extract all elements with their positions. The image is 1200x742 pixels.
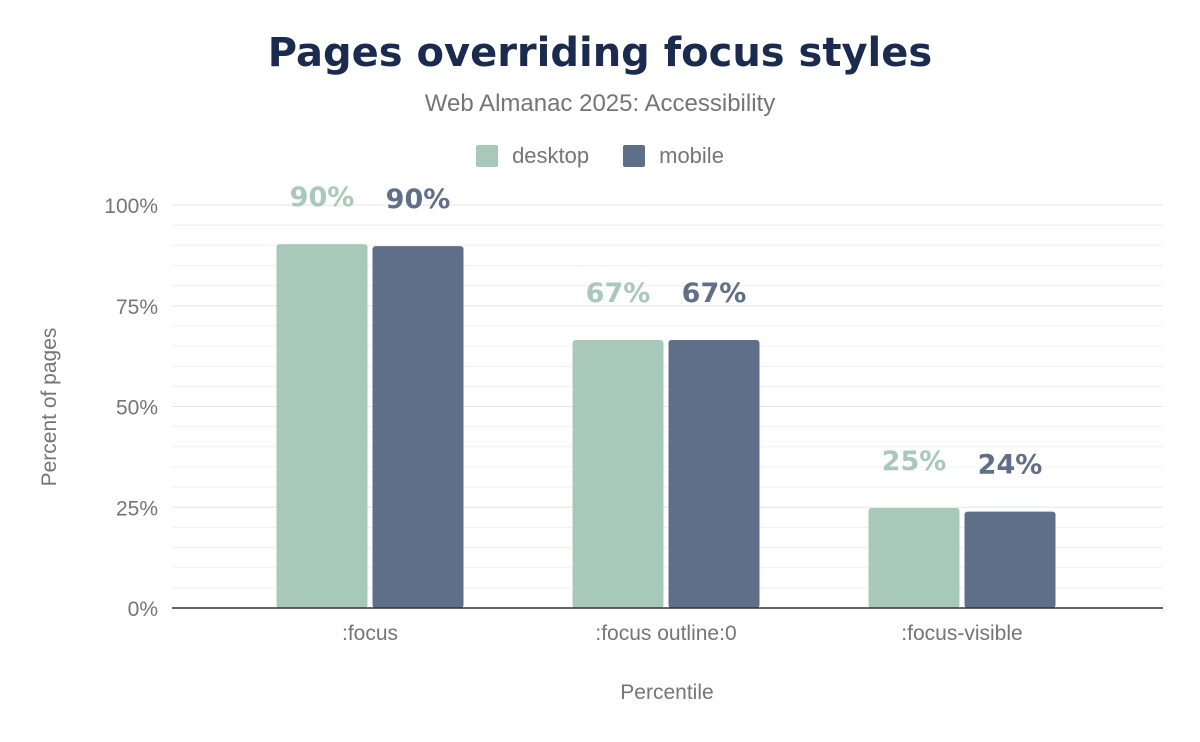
y-tick-label: 100% [104, 195, 158, 218]
y-tick-label: 50% [116, 397, 158, 420]
y-tick-label: 75% [116, 296, 158, 319]
x-axis-label: Percentile [620, 681, 713, 704]
legend-swatch-mobile [623, 145, 646, 167]
data-label-mobile: 67% [682, 278, 747, 309]
chart-subtitle: Web Almanac 2025: Accessibility [424, 90, 776, 117]
bar-desktop [572, 340, 664, 608]
legend-item-desktop[interactable]: desktop [476, 143, 589, 169]
y-tick-label: 25% [116, 497, 158, 520]
data-label-mobile: 90% [386, 184, 451, 215]
legend: desktop mobile [0, 143, 1200, 169]
legend-swatch-desktop [476, 145, 499, 167]
data-label-mobile: 24% [978, 450, 1043, 481]
bar-mobile [372, 246, 464, 608]
legend-label-desktop: desktop [512, 143, 590, 168]
x-tick-label: :focus [342, 622, 398, 645]
data-label-desktop: 25% [882, 446, 947, 477]
bar-mobile [668, 340, 760, 608]
data-label-desktop: 67% [586, 278, 651, 309]
legend-item-mobile[interactable]: mobile [623, 143, 724, 169]
x-tick-label: :focus outline:0 [595, 622, 736, 645]
legend-label-mobile: mobile [659, 143, 724, 168]
y-tick-label: 0% [128, 598, 158, 621]
data-label-desktop: 90% [290, 182, 355, 213]
bar-mobile [964, 511, 1056, 608]
bar-desktop [276, 244, 368, 608]
x-tick-label: :focus-visible [901, 622, 1022, 645]
bar-desktop [868, 508, 960, 608]
chart-title: Pages overriding focus styles [267, 30, 933, 76]
y-axis-label: Percent of pages [38, 328, 61, 487]
